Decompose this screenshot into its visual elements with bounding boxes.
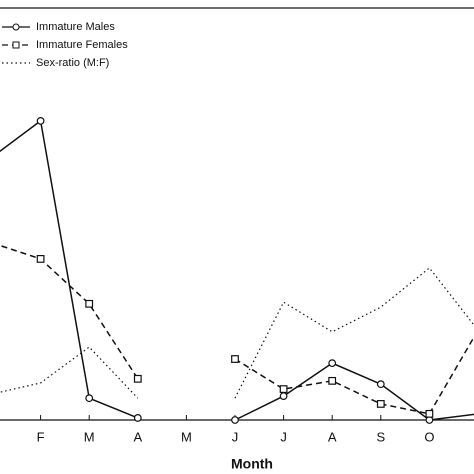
point: [425, 409, 434, 418]
series-line: [0, 244, 474, 415]
x-tick-label: M: [181, 429, 192, 444]
point: [279, 385, 288, 393]
point: [36, 116, 45, 125]
point: [36, 255, 45, 263]
point: [231, 355, 239, 363]
point: [231, 416, 239, 424]
point: [328, 359, 337, 368]
point: [279, 392, 288, 401]
legend-label: Immature Females: [36, 39, 128, 51]
x-tick-label: F: [37, 429, 45, 444]
x-tick-label: J: [280, 429, 287, 444]
point: [133, 414, 142, 422]
x-tick-label: M: [84, 429, 95, 444]
point: [85, 299, 94, 308]
legend-label: Sex-ratio (M:F): [36, 57, 109, 69]
series-line: [0, 119, 474, 421]
x-tick-label: J: [232, 429, 239, 444]
point: [133, 374, 142, 383]
point: [328, 376, 337, 385]
point: [376, 380, 385, 389]
legend-marker: [12, 23, 20, 31]
point: [85, 394, 94, 403]
x-tick-label: S: [376, 429, 385, 444]
x-axis-label: Month: [231, 456, 273, 472]
x-tick-label: O: [424, 429, 434, 444]
x-tick-label: A: [328, 429, 337, 444]
legend-label: Immature Males: [36, 21, 115, 33]
legend-marker: [12, 41, 20, 49]
point: [376, 400, 385, 408]
x-tick-label: A: [133, 429, 142, 444]
